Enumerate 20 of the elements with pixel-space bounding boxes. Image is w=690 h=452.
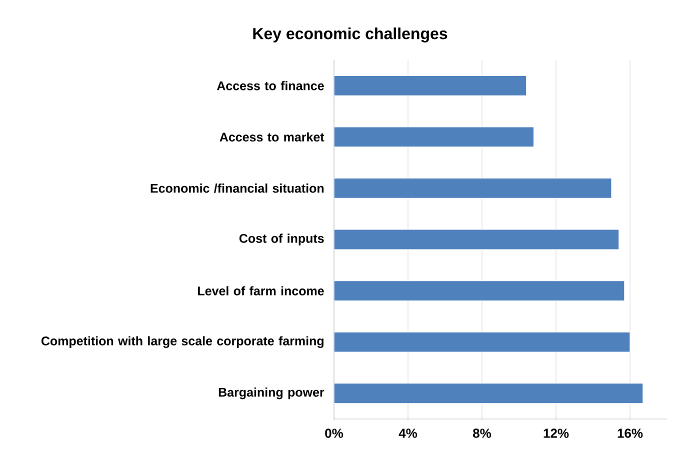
x-tick-label: 0%: [325, 428, 344, 438]
x-tick-label: 8%: [473, 428, 492, 438]
x-tick-label: 12%: [544, 428, 569, 438]
chart-title: Key economic challenges: [253, 28, 448, 42]
x-tick-label: 4%: [398, 428, 418, 438]
x-tick-label: 16%: [618, 428, 643, 438]
y-tick-label: Level of farm income: [198, 286, 324, 296]
bar: [334, 229, 620, 250]
y-tick-label: Access to finance: [216, 81, 324, 90]
bar: [334, 178, 612, 199]
bar: [334, 126, 534, 148]
bar: [334, 280, 625, 302]
y-tick-label: Cost of inputs: [239, 234, 324, 246]
y-tick-label: Bargaining power: [218, 388, 324, 400]
y-tick-label: Competition with large scale corporate farming: [41, 336, 324, 348]
y-tick-label: Access to market: [220, 132, 324, 142]
bar: [334, 332, 630, 352]
y-tick-label: Economic /financial situation: [150, 184, 324, 193]
bar: [334, 75, 527, 96]
bar: [334, 383, 644, 404]
